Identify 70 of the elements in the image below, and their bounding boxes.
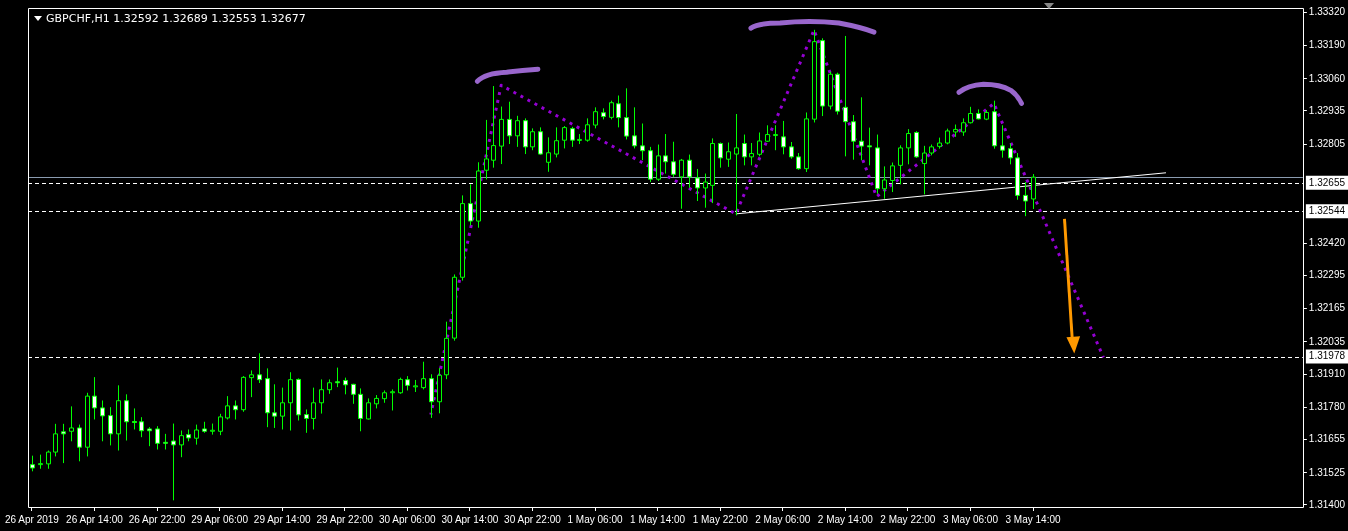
- candlestick: [570, 126, 575, 148]
- candlestick: [656, 144, 661, 182]
- candlestick: [53, 423, 58, 457]
- candlestick: [820, 37, 825, 117]
- x-tick-label: 1 May 14:00: [630, 513, 686, 525]
- x-tick-label: 3 May 14:00: [1005, 513, 1061, 525]
- candlestick: [812, 29, 817, 123]
- candlestick: [538, 126, 543, 156]
- candlestick: [69, 405, 74, 442]
- x-tick-label: 1 May 22:00: [692, 513, 749, 525]
- y-tick-label: 1.32165: [1308, 302, 1346, 314]
- y-tick-label: 1.32295: [1308, 268, 1346, 280]
- candlestick: [890, 162, 895, 193]
- candlestick: [1000, 124, 1005, 159]
- candlestick: [272, 383, 277, 429]
- x-tick-label: 30 Apr 14:00: [441, 513, 499, 525]
- candlestick: [671, 141, 676, 178]
- x-tick-label: 30 Apr 06:00: [378, 513, 437, 525]
- y-tick-label: 1.33190: [1308, 39, 1346, 51]
- ref-line-label: 1.31978: [1308, 350, 1346, 362]
- x-tick-label: 2 May 22:00: [880, 513, 936, 525]
- x-tick-label: 26 Apr 14:00: [66, 513, 124, 525]
- y-tick-label: 1.31525: [1308, 466, 1346, 478]
- x-tick-label: 29 Apr 22:00: [316, 513, 374, 525]
- y-tick-label: 1.33060: [1308, 72, 1346, 84]
- y-tick-label: 1.32805: [1308, 138, 1346, 150]
- candlestick: [593, 106, 598, 129]
- candlestick: [77, 424, 82, 462]
- candlestick: [624, 87, 629, 140]
- y-tick-label: 1.31655: [1308, 433, 1346, 445]
- ref-line-label: 1.32544: [1308, 205, 1346, 217]
- candlestick: [757, 131, 762, 157]
- candlestick: [155, 425, 160, 450]
- y-tick-label: 1.32035: [1308, 335, 1346, 347]
- candlestick: [851, 114, 856, 161]
- candlestick: [898, 144, 903, 185]
- candlestick: [460, 194, 465, 282]
- candlestick: [710, 137, 715, 204]
- x-tick-label: 26 Apr 2019: [4, 513, 60, 525]
- candlestick: [734, 113, 739, 216]
- y-tick-label: 1.33320: [1308, 5, 1346, 17]
- ref-line-label: 1.32655: [1308, 176, 1346, 188]
- y-tick-label: 1.31780: [1308, 401, 1346, 413]
- candlestick: [648, 146, 653, 183]
- x-tick-label: 1 May 06:00: [567, 513, 623, 525]
- candlestick: [280, 387, 285, 430]
- candlestick: [585, 117, 590, 143]
- x-tick-label: 29 Apr 06:00: [191, 513, 249, 525]
- chart-title: GBPCHF,H1 1.32592 1.32689 1.32553 1.32677: [46, 12, 306, 25]
- candlestick: [218, 413, 223, 436]
- y-tick-label: 1.31400: [1308, 498, 1346, 510]
- x-tick-label: 3 May 06:00: [942, 513, 999, 525]
- candlestick: [304, 408, 309, 434]
- x-tick-label: 30 Apr 22:00: [504, 513, 562, 525]
- x-tick-label: 2 May 14:00: [817, 513, 874, 525]
- y-tick-label: 1.32420: [1308, 236, 1346, 248]
- candlestick: [562, 125, 567, 149]
- candlestick: [491, 85, 496, 169]
- y-tick-label: 1.31910: [1308, 367, 1346, 379]
- candlestick: [554, 126, 559, 158]
- x-tick-label: 29 Apr 14:00: [253, 513, 311, 525]
- candlestick: [609, 100, 614, 120]
- candlestick: [311, 387, 316, 430]
- candlestick: [484, 119, 489, 180]
- candlestick: [726, 142, 731, 168]
- x-tick-label: 26 Apr 22:00: [128, 513, 186, 525]
- x-tick-label: 2 May 06:00: [755, 513, 811, 525]
- y-tick-label: 1.32935: [1308, 104, 1346, 116]
- candlestick: [132, 407, 137, 430]
- candlestick: [546, 136, 551, 173]
